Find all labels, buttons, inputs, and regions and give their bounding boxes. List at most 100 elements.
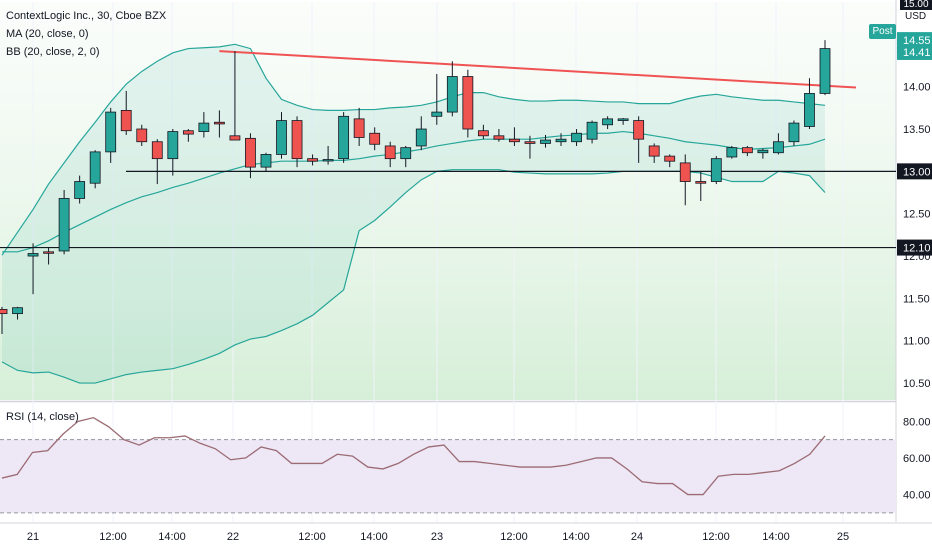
candle (524, 135, 536, 159)
candle (151, 139, 163, 185)
candle-body (58, 198, 70, 252)
horizontal-lines[interactable] (0, 170, 896, 249)
price-label-text: 12.10 (903, 243, 931, 255)
price-tick: 14.00 (903, 82, 931, 94)
candle-body (167, 131, 179, 160)
candle (27, 243, 39, 295)
candle (648, 143, 660, 163)
candle-body (788, 122, 800, 143)
candle (182, 129, 194, 142)
price-tick: 13.50 (903, 124, 931, 136)
bb-legend[interactable]: BB (20, close, 2, 0) (6, 46, 100, 58)
time-axis[interactable]: 21 12:00 14:00 22 12:00 14:00 23 12:00 14:00 24 12… (27, 531, 849, 543)
candle (695, 171, 707, 201)
time-tick: 14:00 (762, 531, 790, 543)
candle-body (260, 154, 272, 168)
candle-body (27, 253, 39, 257)
time-tick: 14:00 (360, 531, 388, 543)
candle-body (245, 137, 256, 168)
candle (664, 154, 676, 168)
time-tick: 12:00 (298, 531, 326, 543)
candle (477, 124, 489, 140)
price-area-fill (0, 2, 896, 400)
candle-body (338, 115, 350, 160)
resistance-trendline (219, 50, 857, 89)
candle (369, 127, 381, 151)
candle (540, 134, 551, 148)
candle-body (477, 130, 489, 137)
candle (431, 73, 443, 125)
candle (120, 90, 132, 135)
candle (493, 129, 505, 142)
price-label-hline: 12.10 (897, 239, 932, 256)
candle-body (151, 141, 163, 160)
candle-body (431, 111, 443, 117)
bollinger-upper-line (1, 43, 826, 256)
candle (276, 112, 287, 159)
candle (260, 152, 272, 172)
candle-body (0, 308, 8, 315)
candle (89, 150, 101, 189)
candle (198, 112, 210, 138)
candle (400, 145, 412, 168)
candle (322, 145, 334, 165)
candle-body (710, 158, 722, 182)
time-tick: 22 (227, 531, 239, 543)
candle (462, 69, 474, 138)
candle-body (446, 76, 458, 113)
price-tick: 12.50 (903, 209, 931, 221)
price-label-bg (897, 43, 932, 60)
candle-body (540, 139, 551, 144)
candle (710, 156, 722, 185)
candle (245, 133, 256, 179)
time-tick: 12:00 (702, 531, 730, 543)
currency-label[interactable]: USD (905, 11, 927, 22)
candle (804, 78, 815, 130)
time-tick: 21 (27, 531, 39, 543)
price-label-hline: 13.00 (897, 163, 932, 180)
candle-body (773, 141, 784, 154)
candle-body (291, 120, 303, 160)
candle (509, 127, 520, 146)
candle-body (229, 135, 241, 141)
candle (741, 145, 753, 157)
candle (773, 133, 784, 155)
price-label-ma: 14.41 (897, 43, 932, 60)
candle (446, 61, 458, 117)
candle-body (726, 147, 738, 158)
candle (167, 129, 179, 176)
candle-body (757, 149, 769, 154)
candle-body (276, 120, 287, 155)
candle-body (509, 138, 520, 143)
candle-body (633, 120, 645, 140)
price-axis[interactable]: 14.0013.5013.0012.5012.0011.5011.0010.50… (897, 32, 932, 390)
ma-legend[interactable]: MA (20, close, 0) (6, 28, 89, 40)
price-tick: 10.50 (903, 378, 931, 390)
time-tick: 14:00 (562, 531, 590, 543)
candle (291, 116, 303, 168)
candle (819, 40, 831, 96)
candle-body (43, 251, 54, 254)
rsi-band-fill (0, 439, 896, 513)
trendline[interactable] (219, 50, 857, 89)
candle-body (819, 48, 831, 94)
candle (555, 133, 567, 146)
candle-body (664, 155, 676, 162)
candle (679, 154, 691, 206)
candle-body (120, 109, 132, 132)
candle (307, 154, 318, 166)
candle (58, 189, 70, 255)
candle-body (571, 132, 582, 143)
rsi-axis[interactable]: 80.00 60.00 40.00 (903, 416, 931, 501)
symbol-legend[interactable]: ContextLogic Inc., 30, Cboe BZX (6, 10, 167, 22)
candle-body (213, 121, 225, 125)
time-tick: 23 (431, 531, 443, 543)
price-tick: 11.50 (903, 293, 930, 305)
time-tick: 12:00 (500, 531, 528, 543)
top-price-tag: 15.00 (900, 0, 932, 10)
price-label-bg (897, 163, 932, 180)
rsi-legend[interactable]: RSI (14, close) (6, 411, 79, 423)
candle-body (369, 132, 381, 145)
candle (105, 107, 117, 163)
